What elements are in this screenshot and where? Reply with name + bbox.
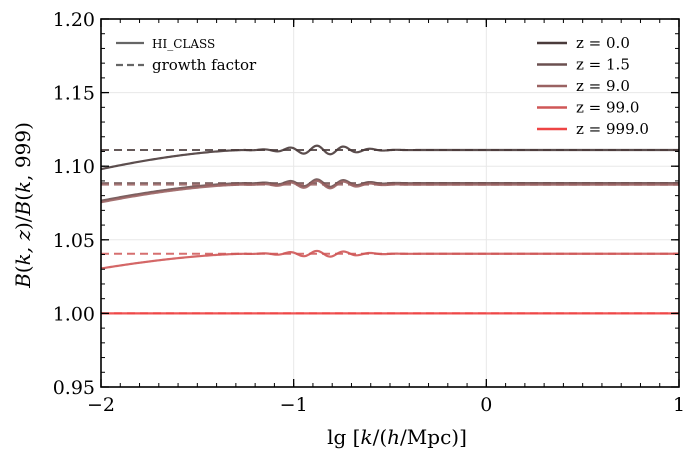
y-tick-label: 1.20	[53, 9, 95, 31]
legend-z-label: z = 9.0	[576, 77, 630, 95]
legend-z-label: z = 99.0	[576, 99, 639, 117]
x-tick-label: 1	[673, 394, 685, 416]
legend-style-label: growth factor	[152, 56, 257, 74]
axis-ticks: −2 −1 0 1 0.95 1.00 1.05 1.10 1.15 1.20	[53, 9, 685, 416]
x-axis-label: lg [k/(h/Mpc)]	[327, 425, 467, 449]
series-line	[100, 144, 679, 171]
legend-z-label: z = 1.5	[576, 56, 630, 74]
series-line	[100, 249, 679, 270]
x-tick-label: 0	[480, 394, 492, 416]
plot-area	[100, 144, 679, 315]
legend-style-label: HI_CLASS	[152, 37, 215, 51]
series-line	[100, 178, 679, 202]
legend-z-label: z = 0.0	[576, 34, 630, 52]
y-tick-label: 0.95	[53, 377, 95, 399]
legend-redshift: z = 0.0 z = 1.5 z = 9.0 z = 99.0 z = 999.0	[537, 34, 649, 138]
series-line	[100, 179, 679, 204]
y-tick-label: 1.10	[53, 156, 95, 178]
y-tick-label: 1.05	[53, 230, 95, 252]
y-tick-label: 1.00	[53, 303, 95, 325]
y-axis-label: B(k, z)/B(k, 999)	[11, 122, 35, 289]
legend-z-label: z = 999.0	[576, 120, 649, 138]
x-tick-label: −1	[280, 394, 308, 416]
y-tick-label: 1.15	[53, 83, 95, 105]
x-tick-label: −2	[87, 394, 115, 416]
